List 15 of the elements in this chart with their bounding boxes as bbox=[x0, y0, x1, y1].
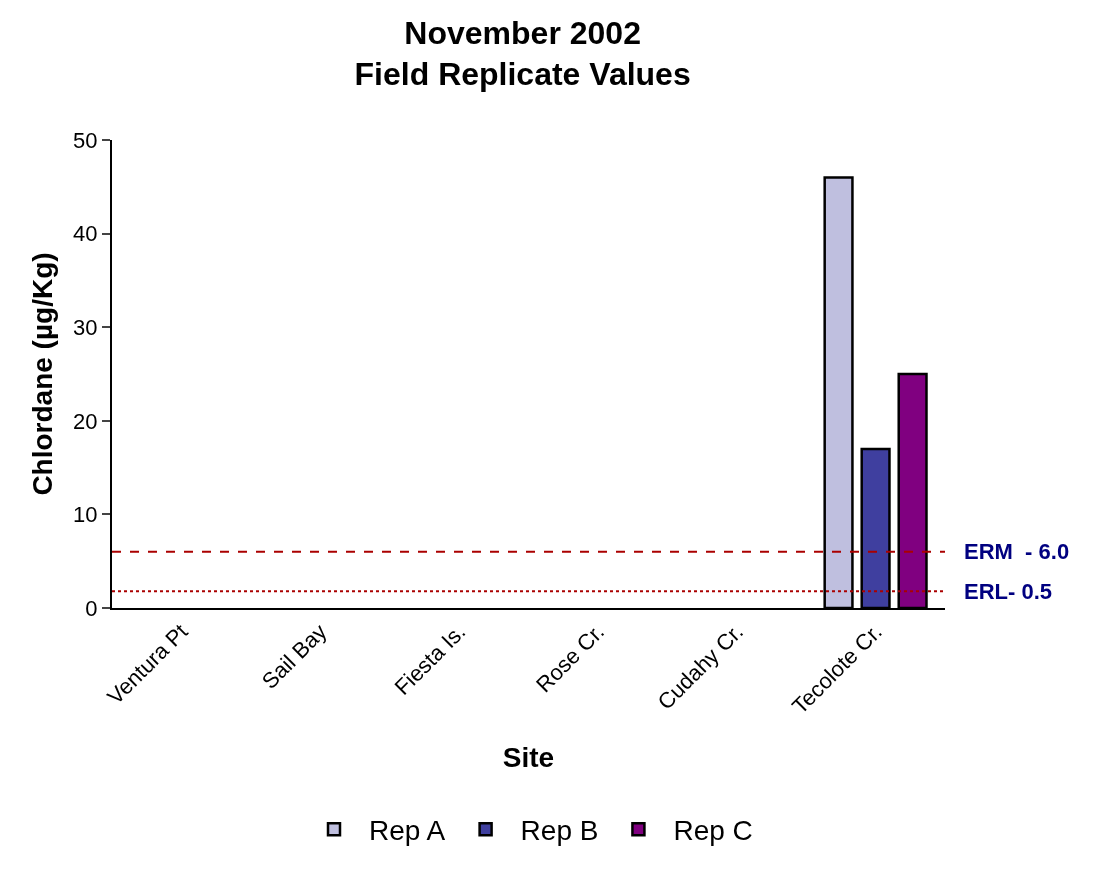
x-tick-label: Sail Bay bbox=[256, 619, 332, 694]
ref-line-label: ERM - 6.0 bbox=[964, 539, 1070, 564]
legend-label: Rep B bbox=[520, 815, 599, 847]
legend-label: Rep C bbox=[673, 815, 753, 847]
y-tick-label: 10 bbox=[73, 502, 98, 528]
x-axis-title: Site bbox=[502, 742, 555, 774]
y-tick-label: 0 bbox=[85, 595, 98, 621]
y-axis-title: Chlordane (µg/Kg) bbox=[27, 252, 59, 496]
ref-line-label: ERL- 0.5 bbox=[964, 579, 1053, 604]
y-tick-label: 40 bbox=[73, 221, 98, 247]
y-tick-label: 20 bbox=[73, 408, 98, 434]
y-tick-label: 30 bbox=[73, 314, 98, 340]
legend-label: Rep A bbox=[369, 815, 446, 847]
y-tick-label: 50 bbox=[73, 127, 98, 153]
chart-title: November 2002 Field Replicate Values bbox=[354, 14, 691, 93]
